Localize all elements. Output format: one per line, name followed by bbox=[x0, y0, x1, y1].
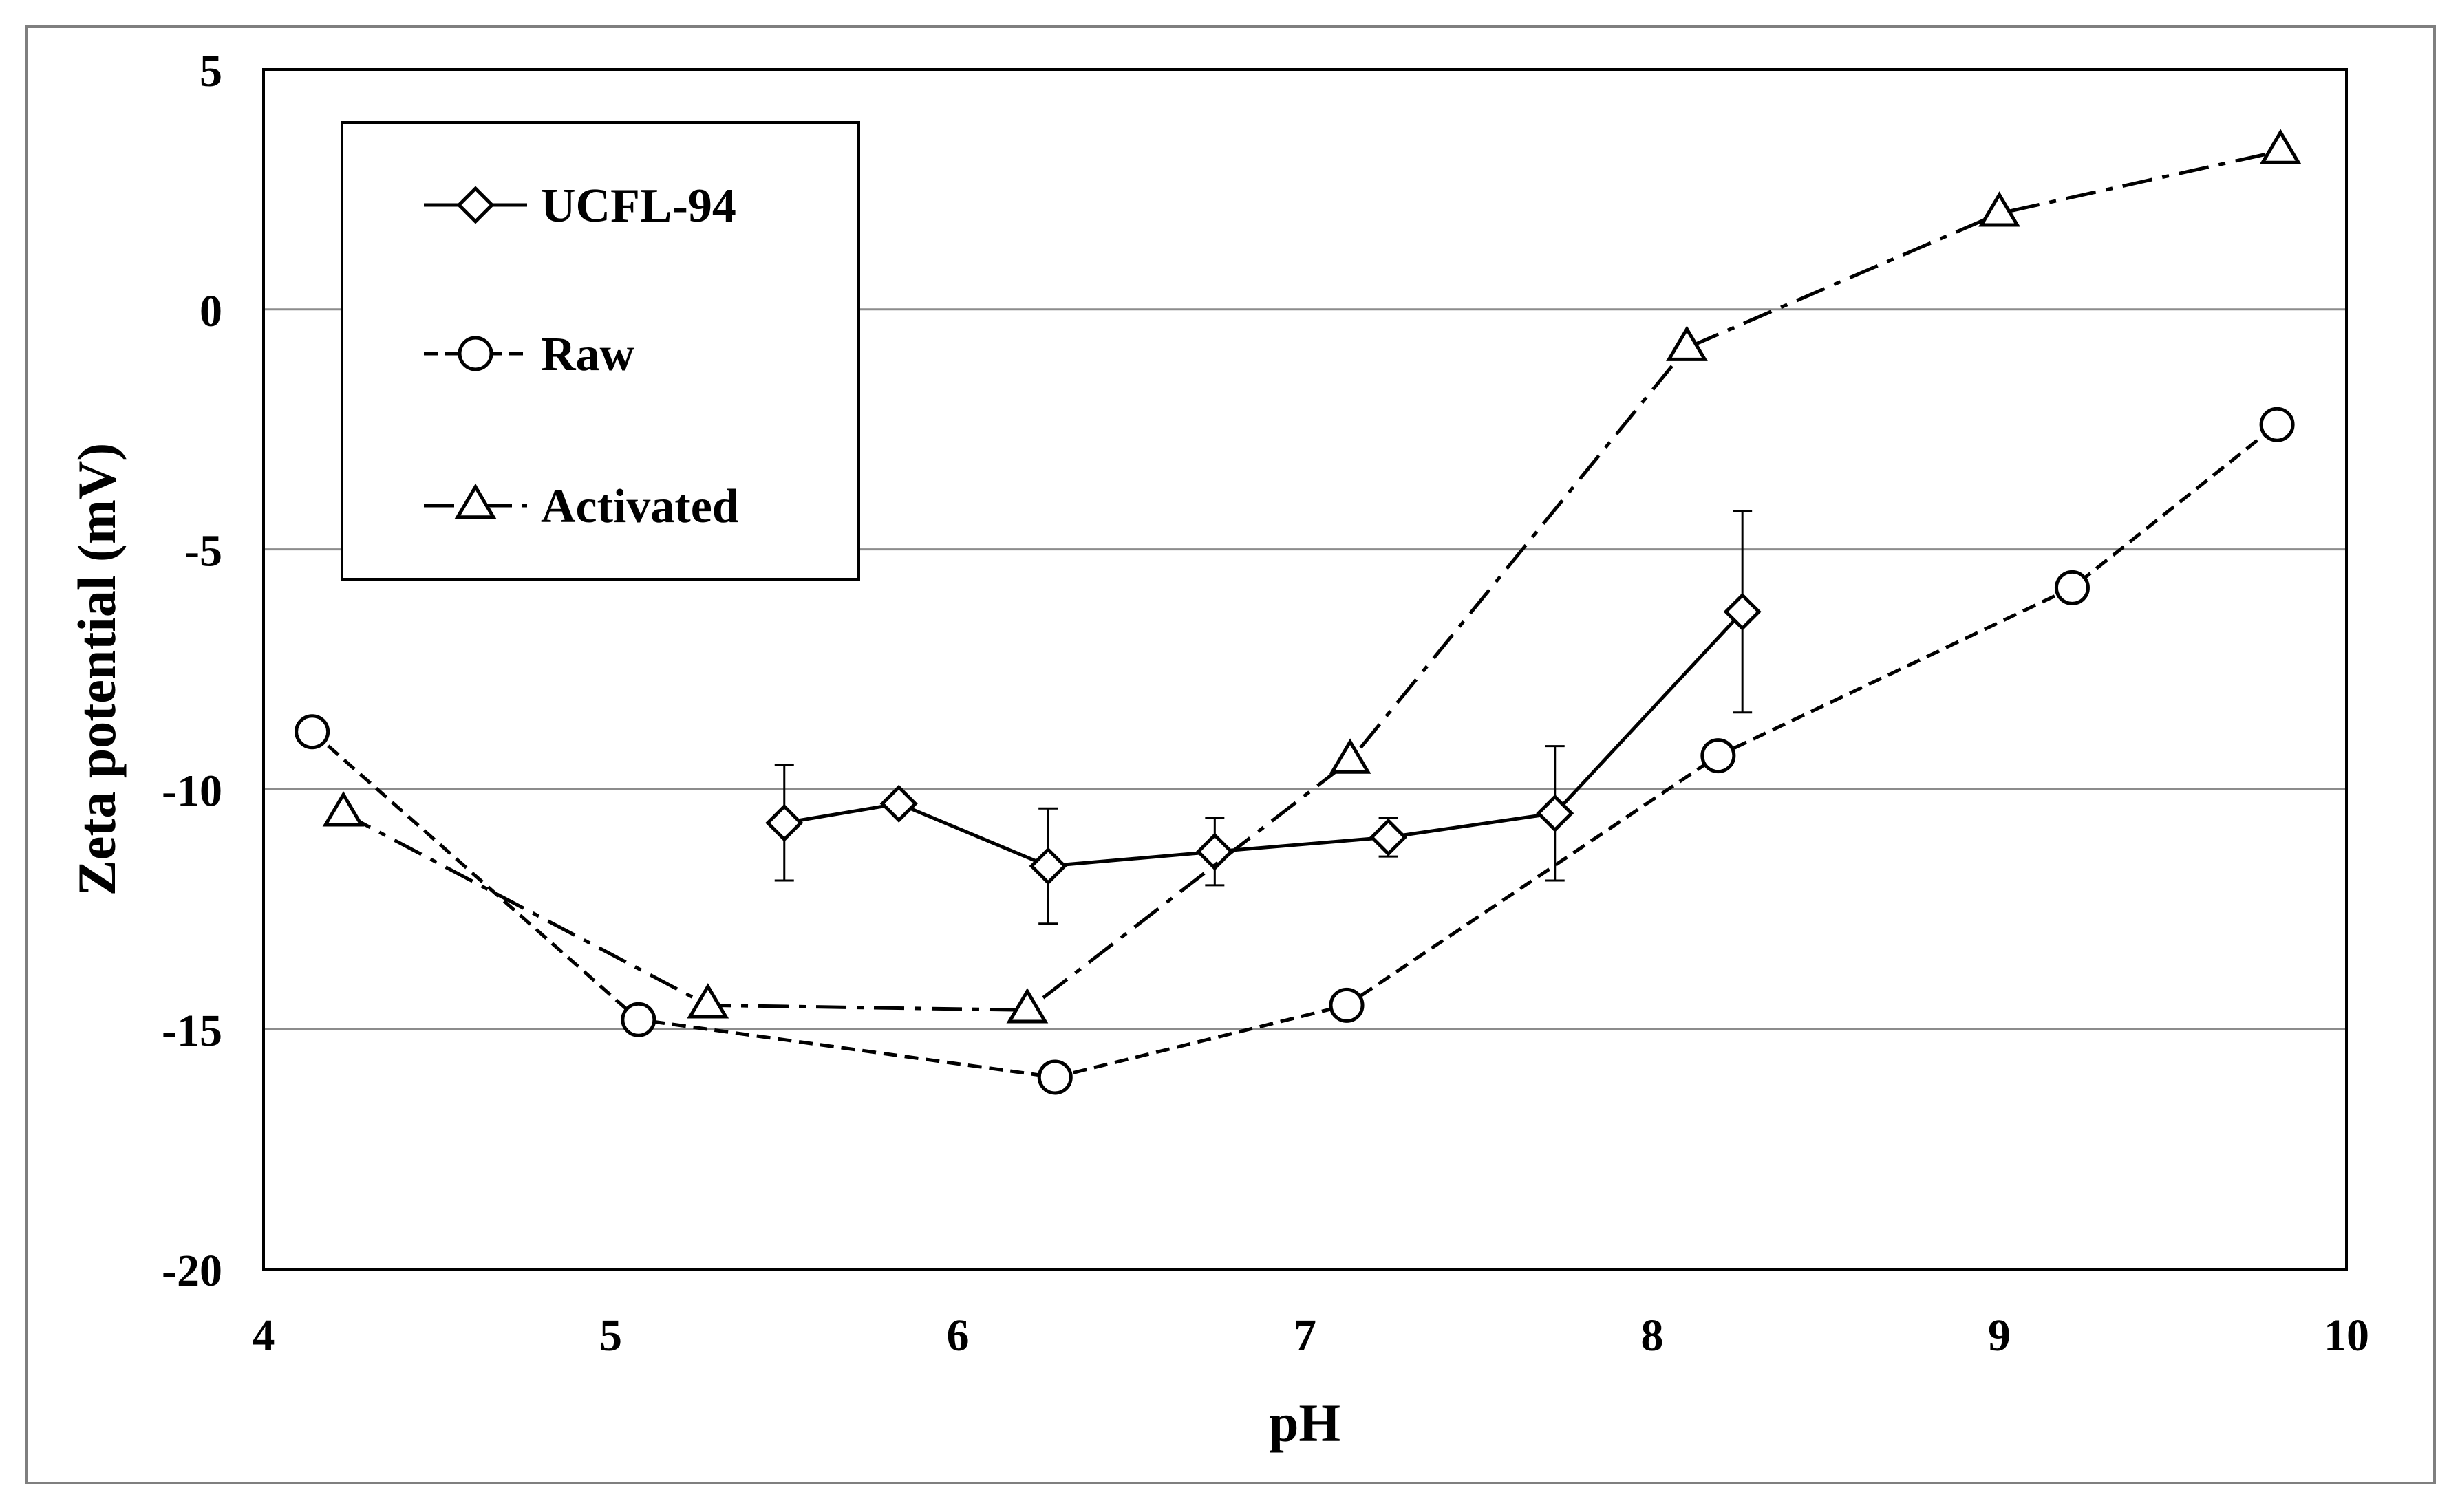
legend-box bbox=[341, 121, 860, 581]
x-axis-ticks: 4 5 6 7 8 9 10 bbox=[253, 1310, 2370, 1361]
y-tick-label: -15 bbox=[162, 1006, 222, 1056]
data-point bbox=[1700, 738, 1736, 774]
data-point bbox=[322, 791, 365, 827]
x-axis-label: pH bbox=[1269, 1393, 1340, 1453]
legend-label: UCFL-94 bbox=[541, 180, 736, 233]
x-tick-label: 10 bbox=[2324, 1310, 2369, 1361]
series-activated bbox=[322, 129, 2302, 1024]
y-tick-label: -20 bbox=[162, 1246, 222, 1296]
x-tick-label: 9 bbox=[1988, 1310, 2011, 1361]
data-point bbox=[2259, 407, 2295, 442]
y-tick-label: 5 bbox=[200, 46, 222, 96]
legend-entry: Raw bbox=[424, 328, 635, 381]
data-point bbox=[1536, 794, 1574, 832]
data-point bbox=[765, 803, 804, 842]
legend-marker bbox=[458, 336, 493, 371]
data-point bbox=[1666, 325, 1708, 361]
data-point bbox=[1723, 592, 1762, 631]
data-point bbox=[1006, 988, 1049, 1024]
series-ucfl-94 bbox=[765, 510, 1762, 925]
plot-area bbox=[262, 68, 2348, 1271]
data-series bbox=[295, 129, 2302, 1095]
data-point bbox=[1329, 738, 1371, 774]
x-tick-label: 5 bbox=[599, 1310, 622, 1361]
data-point bbox=[621, 1002, 656, 1037]
x-tick-label: 7 bbox=[1294, 1310, 1316, 1361]
legend: UCFL-94 Raw Activated bbox=[341, 121, 860, 581]
data-point bbox=[687, 983, 729, 1019]
legend-entries: UCFL-94 Raw Activated bbox=[424, 180, 739, 533]
data-point bbox=[1369, 818, 1408, 856]
data-point bbox=[1329, 987, 1365, 1023]
series-raw bbox=[295, 407, 2295, 1095]
legend-entry: UCFL-94 bbox=[424, 180, 736, 233]
data-point bbox=[2054, 570, 2090, 605]
data-point bbox=[2259, 129, 2302, 164]
data-point bbox=[1195, 832, 1234, 871]
data-point bbox=[295, 714, 330, 750]
legend-label: Raw bbox=[541, 328, 635, 381]
data-point bbox=[879, 784, 918, 823]
x-tick-label: 8 bbox=[1641, 1310, 1664, 1361]
y-axis-ticks: 5 0 -5 -10 -15 -20 bbox=[162, 46, 222, 1296]
y-tick-label: -5 bbox=[184, 526, 222, 576]
legend-marker bbox=[454, 483, 497, 519]
y-axis-label: Zeta potential (mV) bbox=[67, 443, 127, 896]
x-tick-label: 6 bbox=[947, 1310, 970, 1361]
legend-marker bbox=[456, 186, 495, 224]
legend-entry: Activated bbox=[424, 480, 739, 533]
data-point bbox=[1978, 191, 2020, 227]
data-point bbox=[1037, 1059, 1073, 1095]
y-tick-label: -10 bbox=[162, 766, 222, 816]
x-tick-label: 4 bbox=[253, 1310, 275, 1361]
legend-label: Activated bbox=[541, 480, 739, 533]
y-tick-label: 0 bbox=[200, 286, 222, 336]
data-point bbox=[1029, 847, 1067, 885]
